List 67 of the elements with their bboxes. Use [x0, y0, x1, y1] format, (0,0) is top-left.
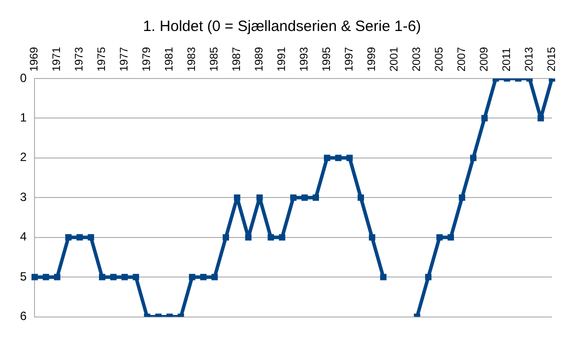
chart-title: 1. Holdet (0 = Sjællandserien & Serie 1-6) [142, 18, 422, 36]
y-tick-label: 6 [20, 309, 27, 324]
point [538, 115, 544, 122]
point [301, 194, 308, 201]
point [256, 194, 263, 201]
x-tick-label: 2001 [388, 46, 401, 72]
point [31, 274, 38, 280]
point [76, 234, 83, 241]
point [268, 234, 274, 241]
point [380, 274, 386, 280]
point [481, 115, 488, 122]
point [98, 274, 106, 280]
x-tick-label: 1979 [141, 46, 154, 72]
point [88, 234, 94, 241]
x-tick-label: 1983 [186, 46, 198, 72]
point [312, 194, 320, 201]
y-tick-label: 0 [20, 70, 27, 85]
point [448, 234, 454, 241]
x-tick-label: 1993 [298, 46, 311, 72]
x-tick-label: 1971 [51, 46, 64, 72]
x-tick-label: 1969 [28, 46, 41, 72]
y-tick-label: 4 [20, 230, 27, 244]
x-tick-label: 2003 [411, 46, 424, 72]
x-tick-label: 2005 [434, 46, 446, 72]
point [110, 274, 117, 280]
x-tick-label: 1977 [118, 46, 131, 72]
y-tick-label: 5 [20, 269, 27, 284]
y-tick-label: 3 [20, 190, 27, 204]
x-tick-label: 1991 [276, 46, 288, 72]
point [436, 234, 443, 241]
point [234, 194, 240, 201]
point [188, 274, 196, 280]
point [42, 274, 50, 280]
x-tick-label: 2013 [524, 46, 536, 72]
x-tick-label: 2007 [456, 46, 468, 72]
point [335, 154, 342, 162]
point [346, 154, 353, 162]
x-tick-label: 1985 [208, 46, 221, 72]
y-tick-label: 1 [20, 110, 27, 125]
x-tick-label: 2011 [501, 48, 514, 72]
point [290, 194, 297, 201]
x-tick-label: 1995 [321, 46, 334, 72]
x-tick-label: 1989 [254, 46, 266, 72]
x-tick-label: 1973 [74, 46, 86, 72]
point [200, 274, 207, 280]
point [245, 234, 252, 241]
point [65, 234, 72, 241]
x-tick-label: 2015 [546, 46, 558, 72]
point [458, 194, 466, 201]
x-tick-label: 1987 [231, 46, 244, 72]
point [425, 274, 432, 280]
point [121, 274, 128, 280]
point [54, 274, 60, 280]
x-tick-label: 1999 [366, 46, 378, 72]
y-tick-label: 2 [20, 150, 27, 164]
point [324, 154, 330, 162]
point [278, 234, 286, 241]
point [358, 194, 364, 201]
point [132, 274, 140, 280]
point [222, 234, 230, 241]
x-tick-label: 2009 [478, 46, 491, 72]
x-tick-label: 1975 [96, 46, 108, 72]
point [211, 274, 218, 280]
x-tick-label: 1997 [344, 46, 356, 72]
point [368, 234, 376, 241]
x-tick-label: 1981 [164, 46, 176, 72]
point [470, 154, 476, 162]
